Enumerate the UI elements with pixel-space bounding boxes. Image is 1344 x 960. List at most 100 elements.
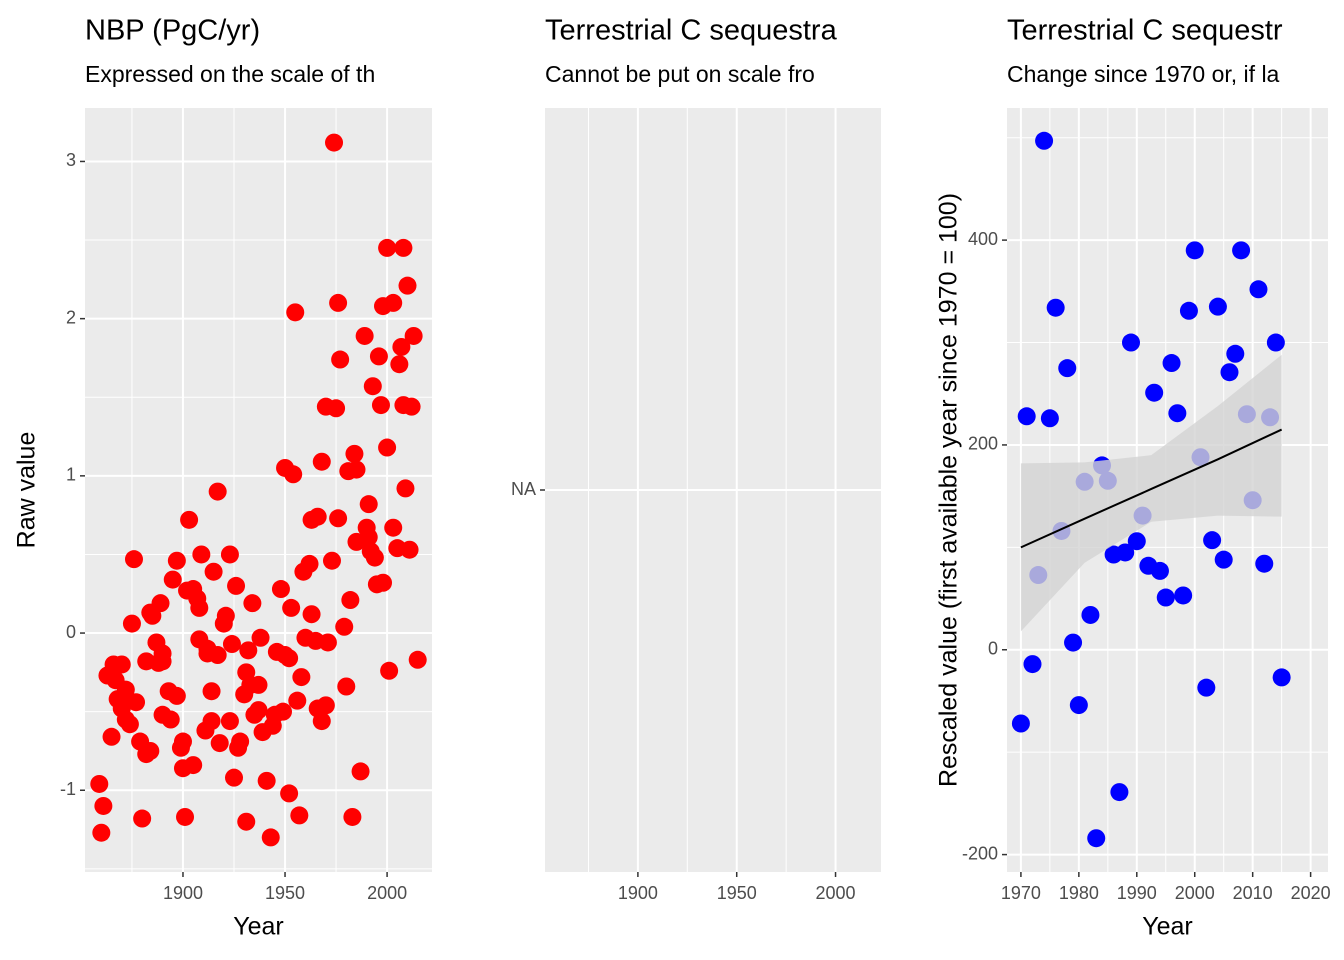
- data-point: [133, 809, 152, 828]
- data-point: [271, 580, 290, 599]
- data-point: [243, 594, 262, 613]
- x-tick-label: 1980: [1059, 883, 1099, 903]
- data-point: [204, 562, 223, 581]
- data-point: [288, 691, 307, 710]
- data-point: [153, 644, 172, 663]
- x-axis-title: Year: [233, 913, 284, 941]
- data-point: [312, 452, 331, 471]
- data-point: [1179, 301, 1198, 320]
- data-point: [280, 649, 299, 668]
- data-point: [380, 661, 399, 680]
- data-point: [1011, 714, 1030, 733]
- data-point: [1214, 550, 1233, 569]
- data-point: [227, 576, 246, 595]
- x-tick-label: 1950: [717, 883, 757, 903]
- data-point: [355, 326, 374, 345]
- data-point: [92, 823, 111, 842]
- data-point: [359, 495, 378, 514]
- data-point: [378, 438, 397, 457]
- data-point: [1272, 668, 1291, 687]
- data-point: [1058, 359, 1077, 378]
- data-point: [229, 738, 248, 757]
- data-point: [210, 734, 229, 753]
- data-point: [365, 548, 384, 567]
- y-tick-label: 0: [988, 639, 998, 659]
- data-point: [1110, 783, 1129, 802]
- panel: Terrestrial C sequestr Change since 1970 …: [935, 15, 1331, 941]
- data-point: [302, 605, 321, 624]
- data-point: [345, 444, 364, 463]
- y-tick-label: -200: [962, 843, 998, 863]
- data-point: [102, 727, 121, 746]
- data-point: [384, 518, 403, 537]
- panel-title: Terrestrial C sequestra: [545, 15, 838, 47]
- data-point: [1087, 829, 1106, 848]
- data-point: [167, 551, 186, 570]
- data-point: [284, 465, 303, 484]
- data-point: [316, 696, 335, 715]
- data-point: [290, 806, 309, 825]
- data-point: [94, 796, 113, 815]
- data-point: [318, 633, 337, 652]
- data-point: [402, 397, 421, 416]
- data-point: [394, 238, 413, 257]
- data-point: [1266, 333, 1285, 352]
- data-point: [347, 460, 366, 479]
- data-point: [1255, 554, 1274, 573]
- data-point: [1162, 354, 1181, 373]
- data-point: [1249, 280, 1268, 299]
- data-point: [322, 551, 341, 570]
- data-point: [1203, 531, 1222, 550]
- x-tick-label: 1900: [618, 883, 658, 903]
- data-point: [90, 774, 109, 793]
- data-point: [180, 510, 199, 529]
- data-point: [216, 606, 235, 625]
- data-point: [337, 677, 356, 696]
- x-tick-label: 2000: [1175, 883, 1215, 903]
- data-point: [325, 133, 344, 152]
- panel-subtitle: Change since 1970 or, if la: [1007, 61, 1280, 87]
- data-point: [327, 399, 346, 418]
- data-point: [237, 812, 256, 831]
- data-point: [351, 762, 370, 781]
- y-tick-label: 200: [968, 434, 998, 454]
- data-point: [161, 710, 180, 729]
- data-point: [1046, 298, 1065, 317]
- confidence-band: [1020, 354, 1282, 632]
- data-point: [120, 715, 139, 734]
- data-point: [1168, 404, 1187, 423]
- data-point: [1150, 561, 1169, 580]
- data-point: [374, 573, 393, 592]
- data-point: [396, 479, 415, 498]
- data-point: [1156, 588, 1175, 607]
- data-point: [251, 628, 270, 647]
- x-tick-label: 1970: [1001, 883, 1041, 903]
- data-point: [280, 784, 299, 803]
- data-point: [222, 635, 241, 654]
- data-point: [1069, 696, 1088, 715]
- data-point: [249, 675, 268, 694]
- data-point: [398, 276, 417, 295]
- data-point: [208, 482, 227, 501]
- data-point: [329, 293, 348, 312]
- data-point: [308, 507, 327, 526]
- data-point: [167, 686, 186, 705]
- data-point: [190, 598, 209, 617]
- data-point: [184, 756, 203, 775]
- data-point: [1040, 409, 1059, 428]
- data-point: [176, 807, 195, 826]
- y-tick-label: 1: [66, 465, 76, 485]
- y-axis-title: Rescaled value (first available year sin…: [935, 193, 963, 787]
- data-point: [371, 396, 390, 415]
- data-point: [292, 668, 311, 687]
- data-point: [1017, 407, 1036, 426]
- x-tick-label: 1950: [265, 883, 305, 903]
- data-point: [141, 741, 160, 760]
- data-point: [257, 771, 276, 790]
- y-tick-label: 400: [968, 229, 998, 249]
- data-point: [1035, 131, 1054, 150]
- panel-subtitle: Expressed on the scale of th: [85, 61, 375, 87]
- data-point: [378, 238, 397, 257]
- data-point: [127, 693, 146, 712]
- data-point: [390, 355, 409, 374]
